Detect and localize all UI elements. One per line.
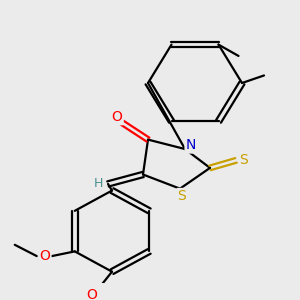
Text: N: N bbox=[186, 138, 196, 152]
Text: S: S bbox=[178, 189, 186, 203]
Text: H: H bbox=[93, 177, 103, 190]
Text: S: S bbox=[240, 153, 248, 167]
Text: O: O bbox=[112, 110, 122, 124]
Text: O: O bbox=[39, 249, 50, 263]
Text: O: O bbox=[87, 288, 98, 300]
